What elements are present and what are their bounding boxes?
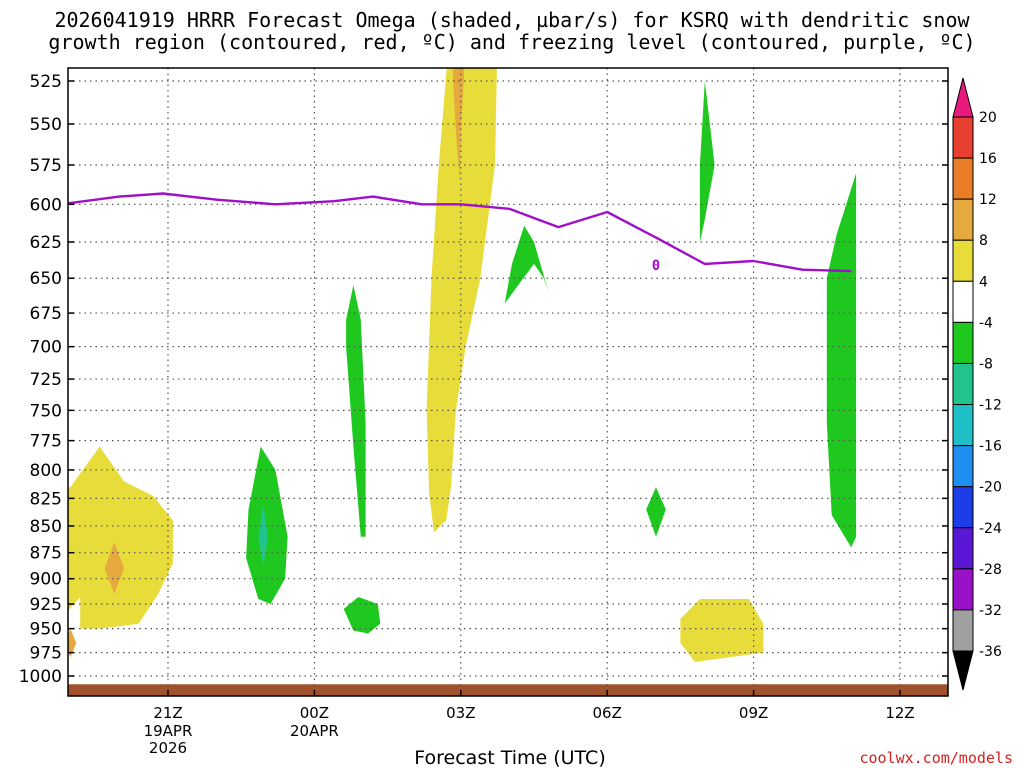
colorbar-bin-1 bbox=[952, 116, 974, 159]
x-tick-sublabel-2026: 2026 bbox=[149, 739, 187, 757]
colorbar-bin-2 bbox=[952, 157, 974, 200]
y-tick-label-700: 700 bbox=[30, 338, 62, 358]
x-tick-sublabel-19APR: 19APR bbox=[144, 722, 193, 740]
colorbar-label-6: -8 bbox=[979, 356, 993, 372]
colorbar-bin-7 bbox=[952, 362, 974, 406]
colorbar-label-1: 16 bbox=[979, 151, 997, 167]
omega-region-12 bbox=[646, 487, 666, 537]
x-tick-label-03Z: 03Z bbox=[446, 704, 475, 722]
omega-region-0 bbox=[68, 446, 173, 629]
colorbar-bin-top bbox=[952, 77, 974, 118]
x-tick-label-09Z: 09Z bbox=[739, 704, 768, 722]
colorbar-bin-6 bbox=[952, 321, 974, 364]
x-tick-sublabel-20APR: 20APR bbox=[290, 722, 339, 740]
colorbar-bin-5 bbox=[952, 280, 974, 323]
omega-region-10 bbox=[343, 597, 381, 634]
omega-region-5 bbox=[680, 599, 764, 662]
omega-region-9 bbox=[346, 285, 366, 537]
plot-frame-layer bbox=[67, 67, 949, 697]
colorbar-bin-10 bbox=[952, 486, 974, 529]
colorbar-bin-13 bbox=[952, 609, 974, 652]
y-tick-label-850: 850 bbox=[30, 517, 62, 537]
y-tick-label-575: 575 bbox=[30, 156, 62, 176]
y-tick-label-975: 975 bbox=[30, 644, 62, 664]
freezing-level-layer: 0 bbox=[68, 192, 852, 274]
omega-shading-layer bbox=[68, 68, 857, 662]
omega-region-7 bbox=[246, 446, 288, 604]
omega-region-11 bbox=[699, 81, 715, 242]
y-tick-label-525: 525 bbox=[30, 72, 62, 92]
colorbar-label-2: 12 bbox=[979, 192, 997, 208]
pressure-axis: 525 550 575 600 625 650 675 700 725 750 775 800 825 8… bbox=[19, 72, 948, 687]
omega-region-2 bbox=[104, 542, 125, 594]
omega-region-6 bbox=[504, 225, 554, 307]
x-axis-title: Forecast Time (UTC) bbox=[414, 747, 605, 768]
colorbar-bin-9 bbox=[952, 445, 974, 488]
colorbar-label-0: 20 bbox=[979, 110, 997, 126]
colorbar-label-4: 4 bbox=[979, 274, 988, 290]
x-tick-label-12Z: 12Z bbox=[885, 704, 914, 722]
colorbar-bin-8 bbox=[952, 404, 974, 447]
omega-region-1 bbox=[68, 628, 77, 658]
colorbar-label-10: -24 bbox=[979, 521, 1002, 537]
y-tick-label-800: 800 bbox=[30, 461, 62, 481]
colorbar-label-12: -32 bbox=[979, 603, 1002, 619]
x-tick-label-00Z: 00Z bbox=[300, 704, 329, 722]
y-tick-label-950: 950 bbox=[30, 620, 62, 640]
colorbar-bin-12 bbox=[952, 568, 974, 611]
y-tick-label-600: 600 bbox=[30, 195, 62, 215]
y-tick-label-750: 750 bbox=[30, 401, 62, 421]
y-tick-label-1000: 1000 bbox=[19, 667, 62, 687]
plot-frame bbox=[67, 67, 949, 697]
y-tick-label-650: 650 bbox=[30, 269, 62, 289]
freezing-level-label-bg bbox=[651, 255, 661, 272]
freezing-level-label: 0 bbox=[652, 258, 660, 274]
y-tick-label-875: 875 bbox=[30, 544, 62, 564]
y-tick-label-900: 900 bbox=[30, 570, 62, 590]
chart-title-line-1: 2026041919 HRRR Forecast Omega (shaded, … bbox=[54, 8, 970, 32]
y-tick-label-550: 550 bbox=[30, 115, 62, 135]
colorbar-bin-4 bbox=[952, 239, 974, 282]
colorbar-label-11: -28 bbox=[979, 562, 1002, 578]
surface-ground-band bbox=[68, 684, 948, 696]
surface-band-layer bbox=[68, 684, 948, 696]
omega-region-3 bbox=[426, 68, 497, 533]
credit-text: coolwx.com/models bbox=[859, 749, 1013, 767]
chart-title-line-2: growth region (contoured, red, ºC) and f… bbox=[48, 30, 976, 54]
omega-colorbar: 20 16 12 8 4 -4 -8 -12 -16 -20 -24 -28 -32 -36 bbox=[952, 77, 1002, 691]
y-tick-label-675: 675 bbox=[30, 304, 62, 324]
omega-region-8 bbox=[258, 503, 268, 567]
colorbar-label-5: -4 bbox=[979, 315, 993, 331]
x-tick-label-06Z: 06Z bbox=[593, 704, 622, 722]
colorbar-label-7: -12 bbox=[979, 398, 1002, 414]
colorbar-label-13: -36 bbox=[979, 644, 1002, 660]
colorbar-bin-11 bbox=[952, 527, 974, 570]
freezing-level-line bbox=[68, 192, 852, 273]
omega-region-13 bbox=[826, 173, 857, 548]
y-tick-label-775: 775 bbox=[30, 432, 62, 452]
colorbar-label-3: 8 bbox=[979, 233, 988, 249]
y-tick-label-625: 625 bbox=[30, 233, 62, 253]
colorbar-bin-3 bbox=[952, 198, 974, 241]
colorbar-label-9: -20 bbox=[979, 480, 1002, 496]
y-tick-label-825: 825 bbox=[30, 489, 62, 509]
colorbar-bin-bottom bbox=[952, 650, 974, 691]
colorbar-label-8: -16 bbox=[979, 439, 1002, 455]
y-tick-label-725: 725 bbox=[30, 370, 62, 390]
y-tick-label-925: 925 bbox=[30, 595, 62, 615]
x-tick-label-21Z: 21Z bbox=[153, 704, 182, 722]
gridlines-layer bbox=[68, 68, 948, 696]
